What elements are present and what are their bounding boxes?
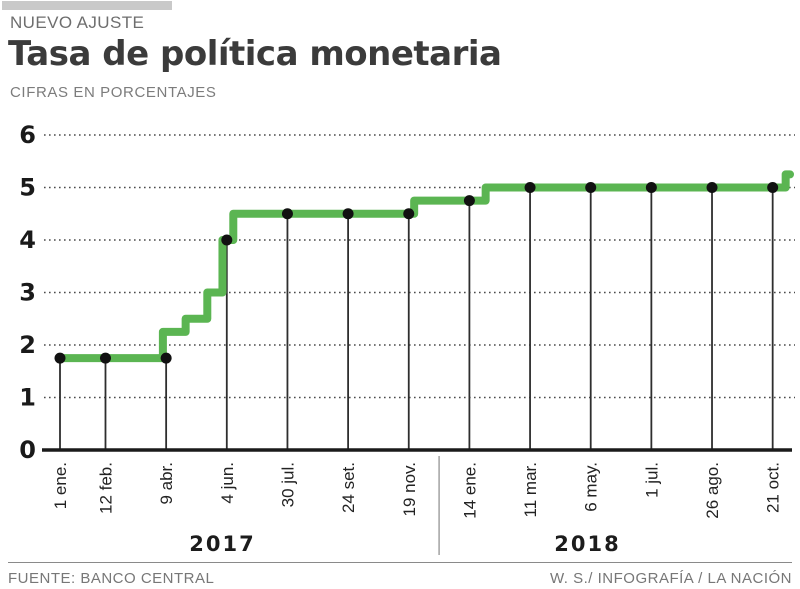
data-point-dot bbox=[99, 352, 111, 364]
kicker: NUEVO AJUSTE bbox=[10, 13, 145, 32]
x-axis-tick-label: 4 jun. bbox=[218, 462, 237, 504]
x-axis-tick-label: 6 may. bbox=[582, 462, 601, 512]
x-axis-tick-label: 24 set. bbox=[339, 462, 358, 513]
year-label: 2018 bbox=[554, 532, 620, 556]
y-axis-tick-label: 5 bbox=[19, 174, 36, 202]
x-axis-tick-label: 30 jul. bbox=[278, 462, 297, 507]
data-point-dot bbox=[767, 182, 779, 193]
x-axis-tick-label: 9 abr. bbox=[157, 462, 176, 505]
author-credit: W. S./ INFOGRAFÍA / LA NACIÓN bbox=[549, 570, 792, 587]
data-point-dot bbox=[342, 208, 354, 220]
data-point-dot bbox=[585, 182, 597, 193]
x-axis-tick-label: 21 oct. bbox=[764, 462, 783, 513]
chart-area: 0 1 2 3 4 5 6 1 ene. 12 feb. 9 abr. 4 jun. 30 jul. 2… bbox=[0, 118, 800, 563]
chart-units-note: CIFRAS EN PORCENTAJES bbox=[10, 84, 217, 101]
y-axis-tick-label: 4 bbox=[19, 226, 36, 254]
data-point-dot bbox=[524, 182, 536, 193]
y-axis-tick-label: 2 bbox=[19, 331, 36, 359]
rate-step-line bbox=[56, 170, 794, 363]
y-axis-tick-label: 0 bbox=[19, 436, 36, 464]
x-axis-tick-label: 1 jul. bbox=[642, 462, 661, 498]
y-axis-tick-label: 6 bbox=[19, 121, 36, 149]
data-point-dot bbox=[160, 352, 172, 364]
x-axis-tick-label: 14 ene. bbox=[460, 462, 479, 519]
data-point-dot bbox=[706, 182, 718, 193]
data-point-dot bbox=[281, 208, 293, 220]
year-label: 2017 bbox=[189, 532, 255, 556]
data-point-dot bbox=[463, 195, 475, 207]
x-axis-tick-label: 12 feb. bbox=[96, 462, 115, 514]
y-axis-tick-label: 1 bbox=[19, 384, 36, 412]
x-axis-tick-label: 19 nov. bbox=[400, 462, 419, 517]
data-point-dot bbox=[221, 234, 233, 246]
data-point-dot bbox=[403, 208, 415, 220]
header-accent-bar bbox=[2, 1, 172, 10]
x-axis-tick-label: 1 ene. bbox=[51, 462, 70, 509]
source-credit: FUENTE: BANCO CENTRAL bbox=[8, 570, 215, 587]
data-point-dot bbox=[645, 182, 657, 193]
footer: FUENTE: BANCO CENTRAL W. S./ INFOGRAFÍA … bbox=[8, 562, 792, 587]
data-point-dot bbox=[54, 352, 66, 364]
y-axis-tick-label: 3 bbox=[19, 279, 36, 307]
chart-svg: 0 1 2 3 4 5 6 1 ene. 12 feb. 9 abr. 4 jun. 30 jul. 2… bbox=[19, 121, 795, 556]
x-axis-tick-label: 26 ago. bbox=[703, 462, 722, 519]
x-axis-tick-label: 11 mar. bbox=[521, 462, 540, 517]
page-title: Tasa de política monetaria bbox=[8, 34, 502, 74]
